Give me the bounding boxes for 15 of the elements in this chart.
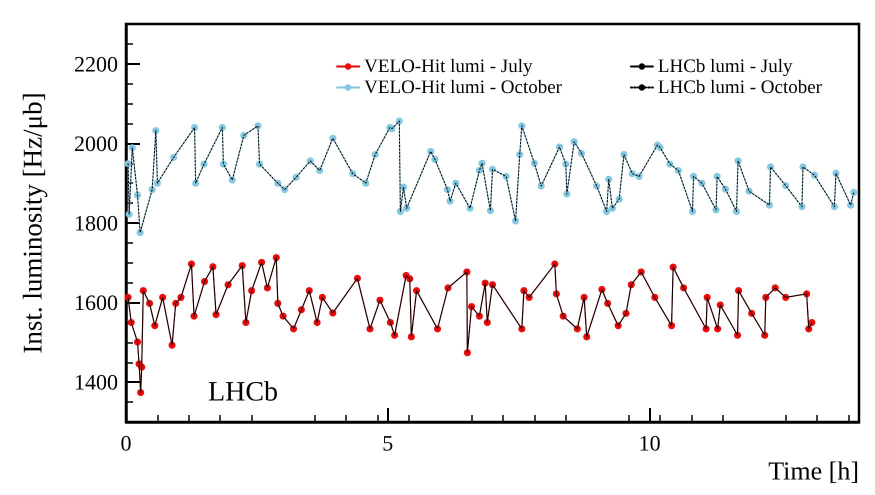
legend-label: VELO-Hit lumi - October xyxy=(364,77,563,98)
x-tick-label: 10 xyxy=(638,430,661,456)
y-tick-label: 2200 xyxy=(74,51,118,76)
x-tick-label: 5 xyxy=(382,430,394,456)
legend-label: LHCb lumi - July xyxy=(658,56,793,77)
y-tick-label: 2000 xyxy=(74,130,118,156)
y-tick-label: 1400 xyxy=(74,370,118,395)
y-axis-title: Inst. luminosity [Hz/μb] xyxy=(18,92,48,354)
annotation: LHCb xyxy=(208,376,278,408)
y-tick-label: 1800 xyxy=(74,210,118,236)
legend-label: LHCb lumi - October xyxy=(658,77,823,98)
x-tick-label: 0 xyxy=(120,430,132,456)
legend-label: VELO-Hit lumi - July xyxy=(364,56,533,77)
x-axis-title: Time [h] xyxy=(768,456,859,486)
y-tick-label: 1600 xyxy=(74,290,118,316)
